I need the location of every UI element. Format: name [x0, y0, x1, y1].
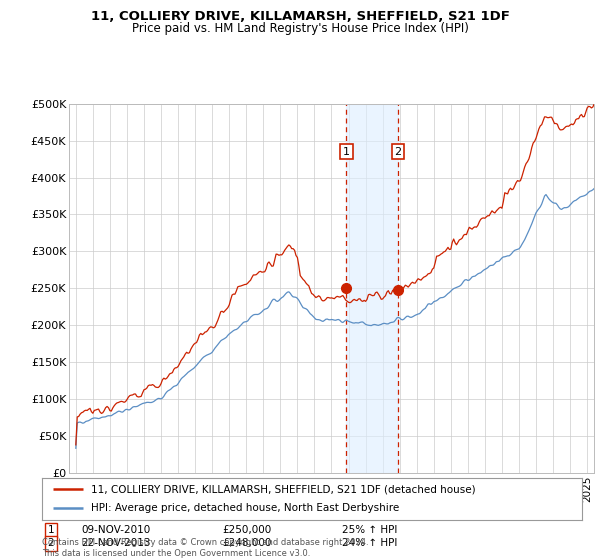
Text: 2: 2	[394, 147, 401, 157]
Text: Price paid vs. HM Land Registry's House Price Index (HPI): Price paid vs. HM Land Registry's House …	[131, 22, 469, 35]
Text: 25% ↑ HPI: 25% ↑ HPI	[342, 525, 397, 535]
Text: 09-NOV-2010: 09-NOV-2010	[81, 525, 150, 535]
Text: 11, COLLIERY DRIVE, KILLAMARSH, SHEFFIELD, S21 1DF (detached house): 11, COLLIERY DRIVE, KILLAMARSH, SHEFFIEL…	[91, 484, 475, 494]
Text: 22-NOV-2013: 22-NOV-2013	[81, 538, 151, 548]
Text: £248,000: £248,000	[222, 538, 271, 548]
Text: 24% ↑ HPI: 24% ↑ HPI	[342, 538, 397, 548]
Text: 1: 1	[47, 525, 55, 535]
Text: HPI: Average price, detached house, North East Derbyshire: HPI: Average price, detached house, Nort…	[91, 503, 399, 513]
Text: 1: 1	[343, 147, 350, 157]
Text: Contains HM Land Registry data © Crown copyright and database right 2024.
This d: Contains HM Land Registry data © Crown c…	[42, 538, 368, 558]
Text: 2: 2	[47, 538, 55, 548]
Text: 11, COLLIERY DRIVE, KILLAMARSH, SHEFFIELD, S21 1DF: 11, COLLIERY DRIVE, KILLAMARSH, SHEFFIEL…	[91, 10, 509, 23]
Text: £250,000: £250,000	[222, 525, 271, 535]
Bar	[346, 104, 398, 473]
